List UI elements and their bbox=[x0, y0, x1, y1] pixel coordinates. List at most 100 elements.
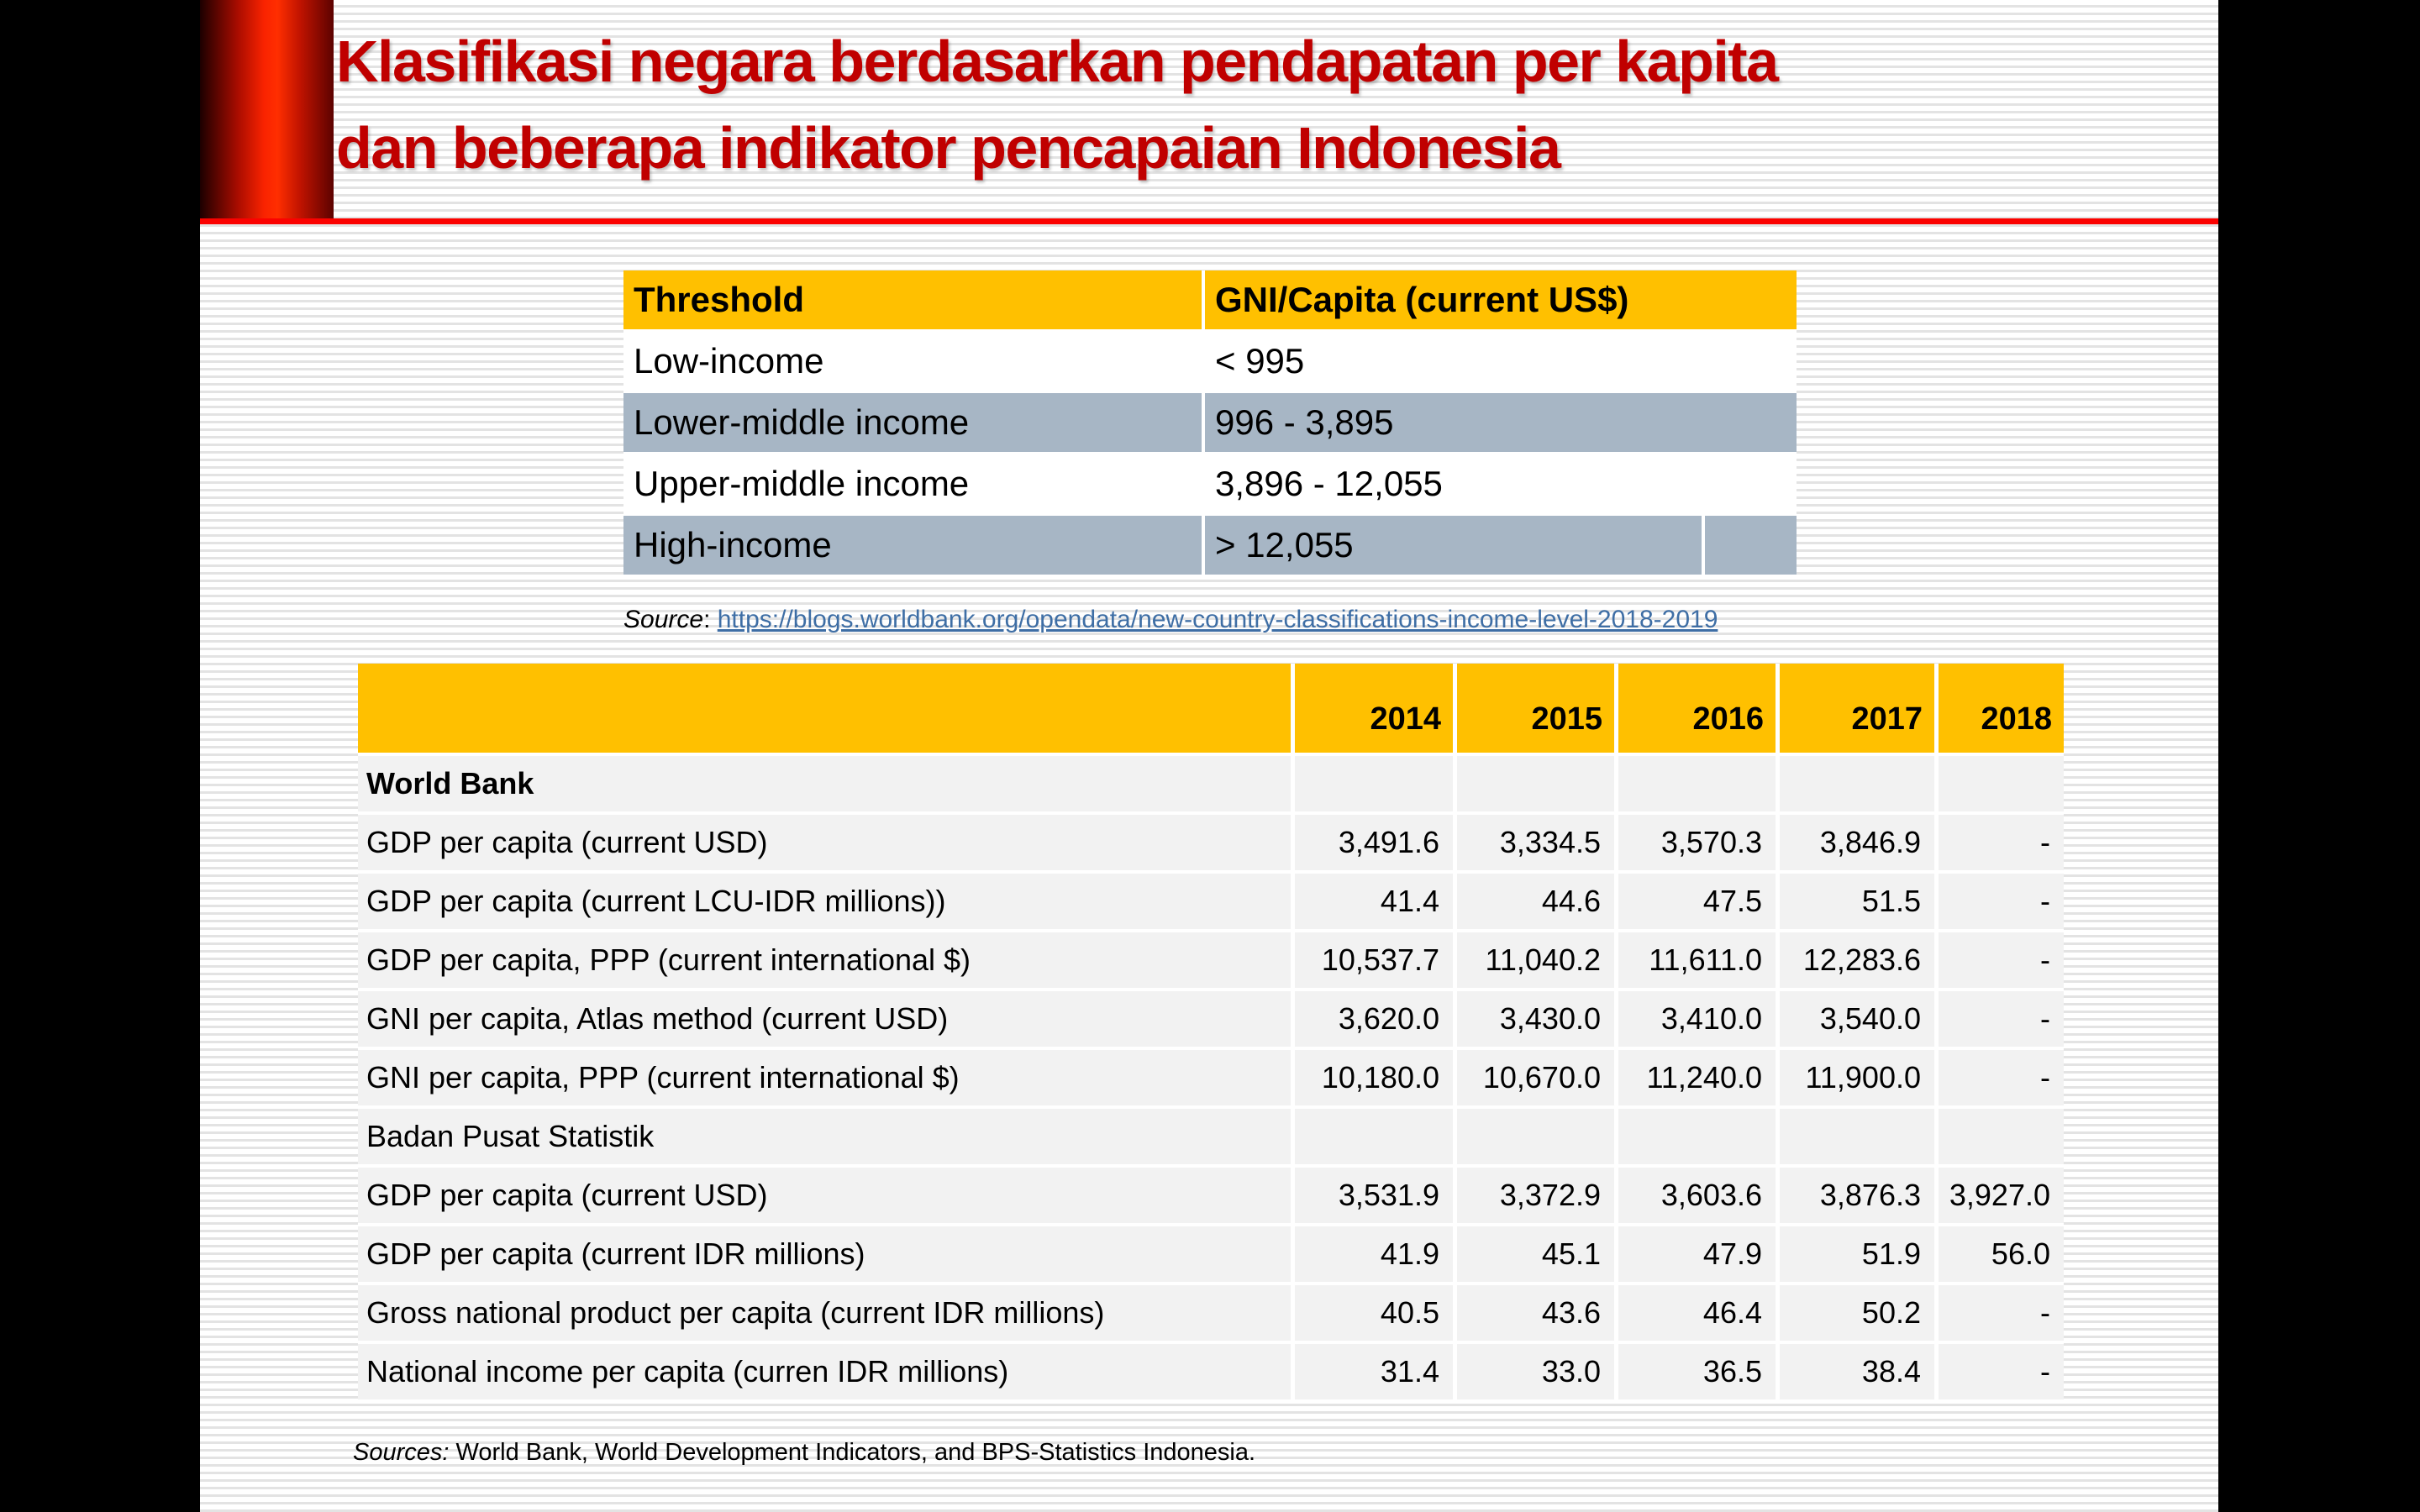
indicator-row-label: GDP per capita (current USD) bbox=[358, 1168, 1291, 1226]
indicator-table: 2014 2015 2016 2017 2018 World Bank GDP … bbox=[358, 664, 2064, 1403]
indicator-value bbox=[1776, 756, 1934, 815]
table-row: Lower-middle income 996 - 3,895 bbox=[623, 393, 1797, 454]
indicator-value: 31.4 bbox=[1291, 1344, 1453, 1403]
indicator-value: 50.2 bbox=[1776, 1285, 1934, 1344]
indicator-value: 56.0 bbox=[1934, 1226, 2064, 1285]
red-accent-block bbox=[200, 0, 334, 218]
indicator-value bbox=[1934, 1109, 2064, 1168]
indicator-value: 3,620.0 bbox=[1291, 991, 1453, 1050]
indicator-value: 11,900.0 bbox=[1776, 1050, 1934, 1109]
source-separator: : bbox=[703, 606, 718, 633]
year-header: 2017 bbox=[1776, 664, 1934, 756]
source-label: Source bbox=[623, 606, 704, 633]
threshold-spare-cell bbox=[1702, 516, 1797, 577]
section-label-world-bank: World Bank bbox=[358, 756, 1291, 815]
threshold-value: < 995 bbox=[1202, 332, 1797, 393]
indicator-value: 3,603.6 bbox=[1614, 1168, 1776, 1226]
income-threshold-table: Threshold GNI/Capita (current US$) Low-i… bbox=[623, 270, 1797, 577]
indicator-value: 41.9 bbox=[1291, 1226, 1453, 1285]
year-header: 2016 bbox=[1614, 664, 1776, 756]
threshold-header-row: Threshold GNI/Capita (current US$) bbox=[623, 270, 1797, 332]
sources-label: Sources: bbox=[353, 1439, 450, 1466]
table-row: Upper-middle income 3,896 - 12,055 bbox=[623, 454, 1797, 516]
indicator-value: 44.6 bbox=[1453, 874, 1614, 932]
indicator-value bbox=[1776, 1109, 1934, 1168]
year-header: 2018 bbox=[1934, 664, 2064, 756]
indicator-value: - bbox=[1934, 1050, 2064, 1109]
table-row: High-income > 12,055 bbox=[623, 516, 1797, 577]
indicator-header-empty-cell bbox=[358, 664, 1291, 756]
indicator-value: 3,540.0 bbox=[1776, 991, 1934, 1050]
indicator-value bbox=[1614, 756, 1776, 815]
indicator-value: 43.6 bbox=[1453, 1285, 1614, 1344]
slide-title: Klasifikasi negara berdasarkan pendapata… bbox=[336, 18, 2210, 192]
indicator-value: 46.4 bbox=[1614, 1285, 1776, 1344]
slide-title-line1: Klasifikasi negara berdasarkan pendapata… bbox=[336, 29, 1779, 94]
indicator-value: 3,927.0 bbox=[1934, 1168, 2064, 1226]
threshold-value: 3,896 - 12,055 bbox=[1202, 454, 1797, 516]
sources-text: World Bank, World Development Indicators… bbox=[449, 1439, 1256, 1466]
indicator-value: 10,537.7 bbox=[1291, 932, 1453, 991]
threshold-label: Low-income bbox=[623, 332, 1202, 393]
red-divider-rule bbox=[200, 218, 2218, 224]
indicator-value: - bbox=[1934, 874, 2064, 932]
threshold-label: High-income bbox=[623, 516, 1202, 577]
indicator-value: 47.9 bbox=[1614, 1226, 1776, 1285]
indicator-row-label: GDP per capita (current USD) bbox=[358, 815, 1291, 874]
indicator-value: 47.5 bbox=[1614, 874, 1776, 932]
threshold-label: Lower-middle income bbox=[623, 393, 1202, 454]
gni-capita-header-cell: GNI/Capita (current US$) bbox=[1202, 270, 1797, 332]
threshold-source-line: Source: https://blogs.worldbank.org/open… bbox=[623, 601, 1718, 638]
table-row: Low-income < 995 bbox=[623, 332, 1797, 393]
indicator-row-label: GDP per capita (current IDR millions) bbox=[358, 1226, 1291, 1285]
indicator-value: 3,334.5 bbox=[1453, 815, 1614, 874]
indicator-value: - bbox=[1934, 991, 2064, 1050]
indicator-value bbox=[1291, 1109, 1453, 1168]
indicator-value: 38.4 bbox=[1776, 1344, 1934, 1403]
indicator-value: 3,491.6 bbox=[1291, 815, 1453, 874]
indicator-row-label: National income per capita (curren IDR m… bbox=[358, 1344, 1291, 1403]
indicator-value: 33.0 bbox=[1453, 1344, 1614, 1403]
indicator-value: 36.5 bbox=[1614, 1344, 1776, 1403]
indicator-value: 40.5 bbox=[1291, 1285, 1453, 1344]
indicator-value: 51.5 bbox=[1776, 874, 1934, 932]
indicator-value bbox=[1453, 756, 1614, 815]
slide-title-line2: dan beberapa indikator pencapaian Indone… bbox=[336, 115, 1561, 181]
indicator-value bbox=[1614, 1109, 1776, 1168]
slide-canvas: Klasifikasi negara berdasarkan pendapata… bbox=[200, 0, 2218, 1512]
section-label-bps: Badan Pusat Statistik bbox=[358, 1109, 1291, 1168]
indicator-value bbox=[1291, 756, 1453, 815]
indicator-value bbox=[1934, 756, 2064, 815]
source-hyperlink[interactable]: https://blogs.worldbank.org/opendata/new… bbox=[717, 606, 1718, 633]
threshold-header-cell: Threshold bbox=[623, 270, 1202, 332]
indicator-value: 3,846.9 bbox=[1776, 815, 1934, 874]
indicator-value: 3,430.0 bbox=[1453, 991, 1614, 1050]
indicator-value: 3,531.9 bbox=[1291, 1168, 1453, 1226]
slide-sources-note: Sources: World Bank, World Development I… bbox=[353, 1435, 1255, 1470]
indicator-row-label: GDP per capita, PPP (current internation… bbox=[358, 932, 1291, 991]
indicator-value: - bbox=[1934, 932, 2064, 991]
year-header: 2015 bbox=[1453, 664, 1614, 756]
indicator-value: 3,410.0 bbox=[1614, 991, 1776, 1050]
indicator-value: 12,283.6 bbox=[1776, 932, 1934, 991]
indicator-value: 11,040.2 bbox=[1453, 932, 1614, 991]
indicator-row-label: GDP per capita (current LCU-IDR millions… bbox=[358, 874, 1291, 932]
indicator-value: 10,180.0 bbox=[1291, 1050, 1453, 1109]
threshold-label: Upper-middle income bbox=[623, 454, 1202, 516]
indicator-value: 45.1 bbox=[1453, 1226, 1614, 1285]
indicator-value: 3,372.9 bbox=[1453, 1168, 1614, 1226]
threshold-value: > 12,055 bbox=[1202, 516, 1702, 577]
indicator-value: 51.9 bbox=[1776, 1226, 1934, 1285]
indicator-row-label: GNI per capita, PPP (current internation… bbox=[358, 1050, 1291, 1109]
indicator-value: 3,570.3 bbox=[1614, 815, 1776, 874]
indicator-value: 11,611.0 bbox=[1614, 932, 1776, 991]
indicator-value: 10,670.0 bbox=[1453, 1050, 1614, 1109]
indicator-row-label: Gross national product per capita (curre… bbox=[358, 1285, 1291, 1344]
indicator-value: - bbox=[1934, 815, 2064, 874]
indicator-value bbox=[1453, 1109, 1614, 1168]
indicator-value: 41.4 bbox=[1291, 874, 1453, 932]
indicator-value: - bbox=[1934, 1344, 2064, 1403]
indicator-value: 11,240.0 bbox=[1614, 1050, 1776, 1109]
indicator-row-label: GNI per capita, Atlas method (current US… bbox=[358, 991, 1291, 1050]
